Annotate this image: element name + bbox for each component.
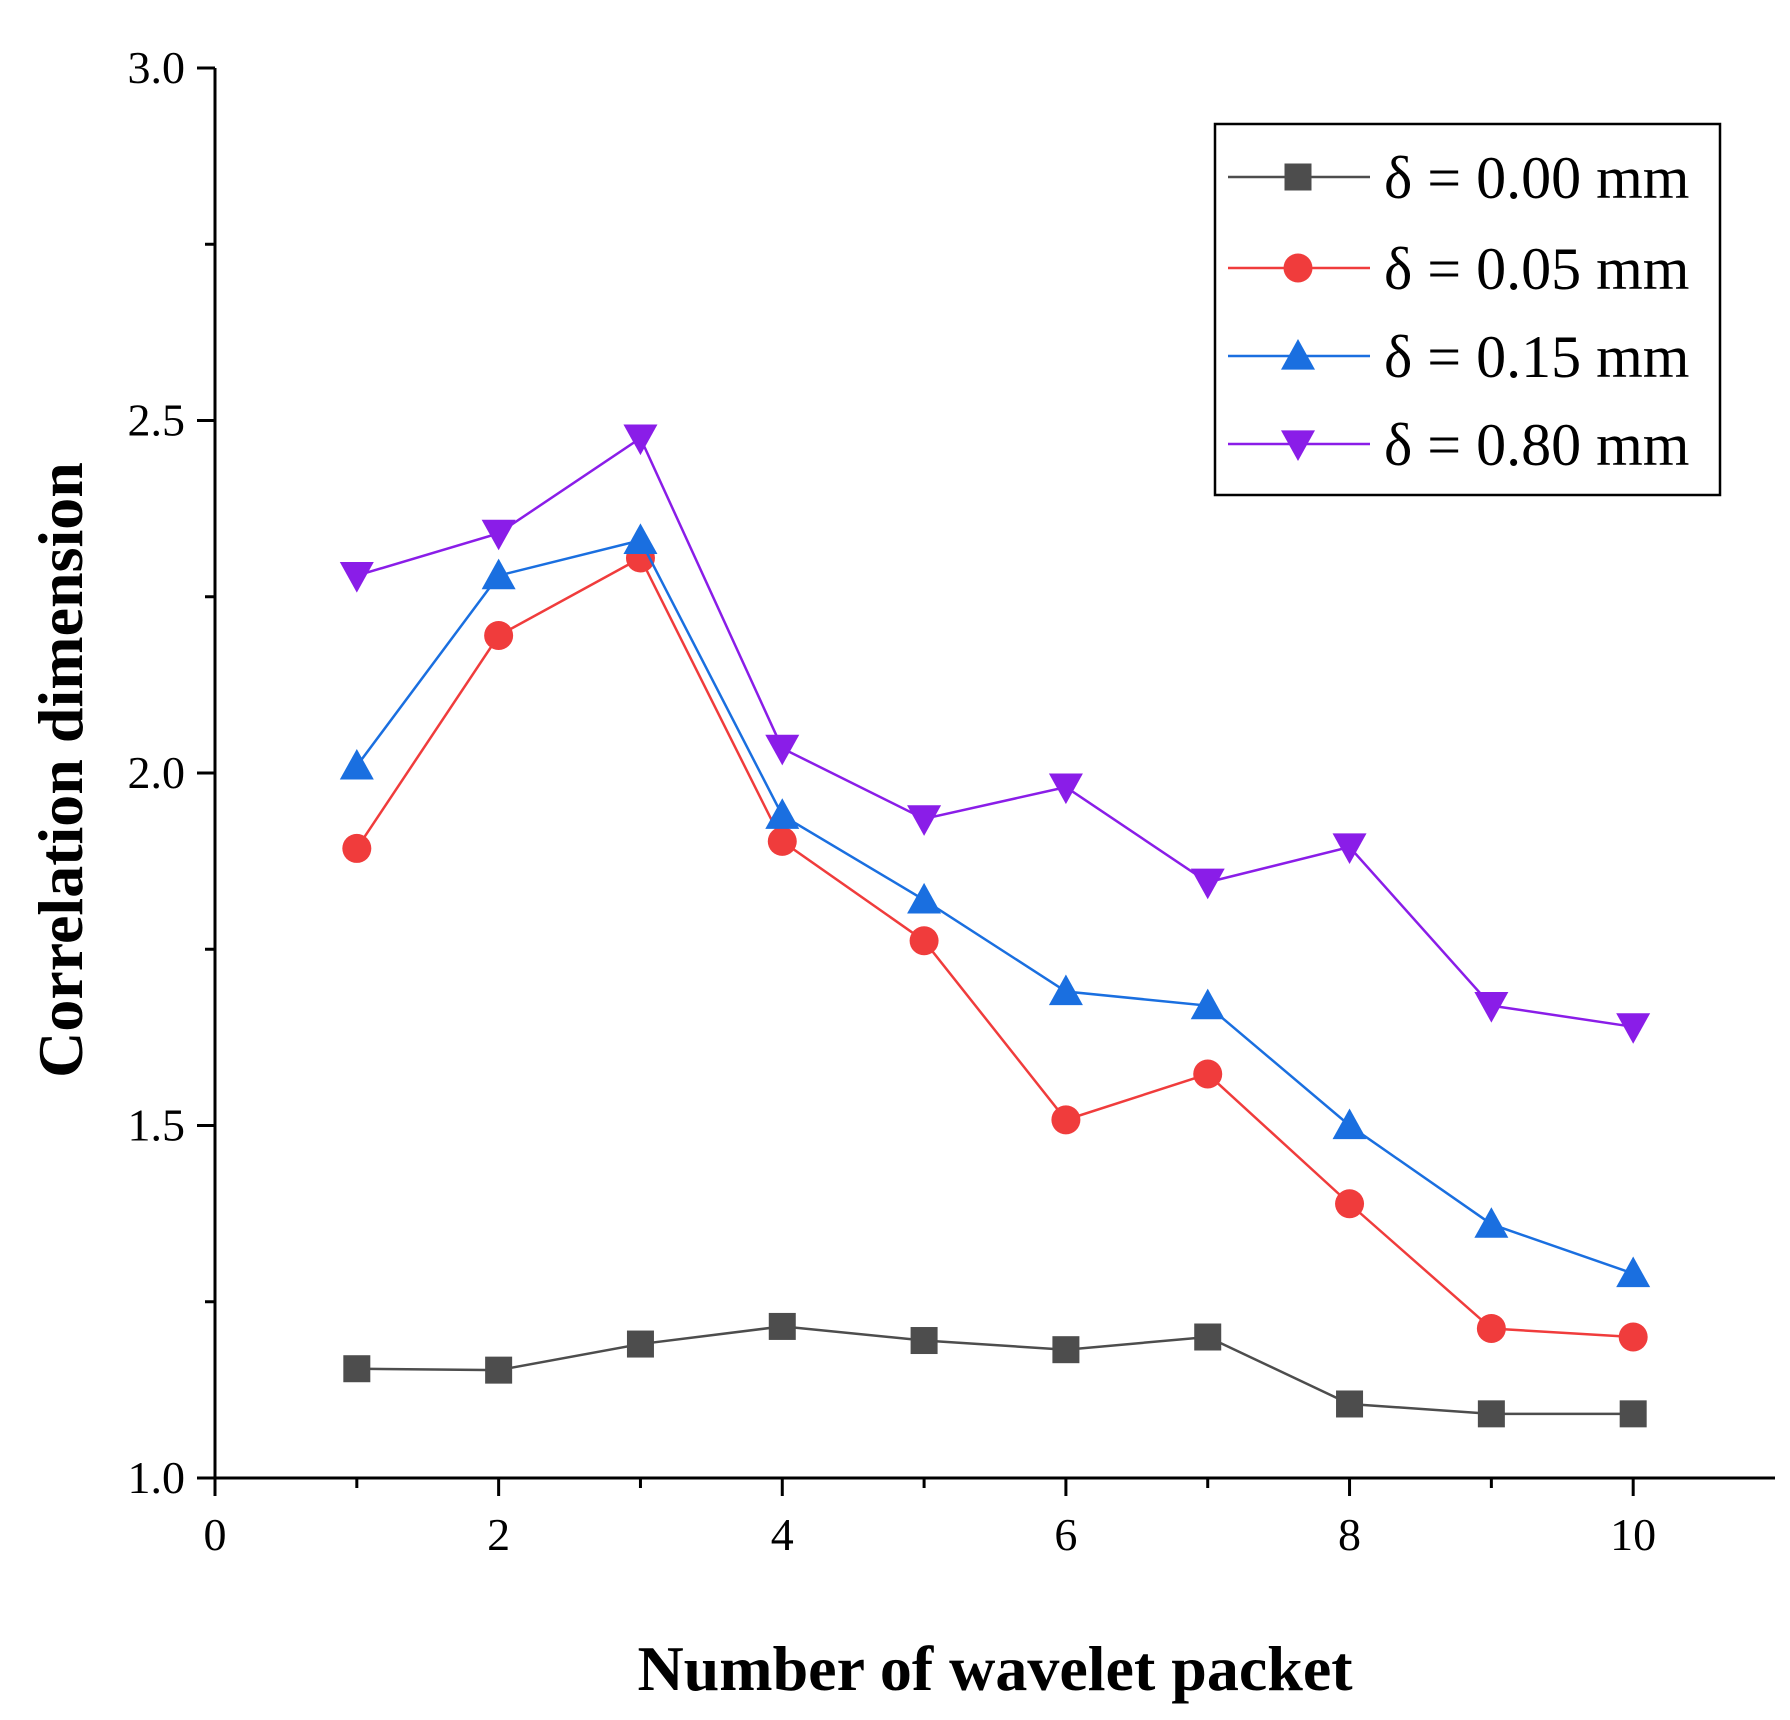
data-point-1-1 xyxy=(484,621,514,651)
data-point-0-2 xyxy=(626,1330,654,1358)
y-tick-label-3: 2.5 xyxy=(128,395,186,446)
data-point-3-6 xyxy=(1190,868,1225,900)
data-point-2-9 xyxy=(1616,1256,1651,1288)
data-point-0-1 xyxy=(485,1356,513,1384)
data-point-0-8 xyxy=(1477,1400,1505,1428)
data-point-0-5 xyxy=(1052,1336,1080,1364)
data-point-2-2 xyxy=(623,523,658,554)
legend-label-0: δ = 0.00 mm xyxy=(1384,145,1689,211)
x-axis-title: Number of wavelet packet xyxy=(637,1633,1353,1704)
y-tick-label-4: 3.0 xyxy=(128,42,186,93)
data-point-3-9 xyxy=(1616,1013,1651,1044)
series-layer xyxy=(339,424,1651,1428)
data-point-0-6 xyxy=(1194,1323,1222,1351)
legend-marker-0 xyxy=(1284,163,1312,191)
data-point-2-5 xyxy=(1048,974,1083,1006)
data-point-0-7 xyxy=(1336,1390,1364,1418)
data-point-2-8 xyxy=(1474,1207,1509,1238)
data-point-3-7 xyxy=(1332,833,1367,865)
x-tick-label-0: 0 xyxy=(204,1509,227,1560)
series-2 xyxy=(339,523,1651,1288)
data-point-0-0 xyxy=(343,1355,371,1383)
data-point-2-4 xyxy=(907,882,942,914)
y-axis-title: Correlation dimension xyxy=(25,462,96,1078)
series-0 xyxy=(343,1312,1647,1428)
data-point-2-1 xyxy=(481,558,516,590)
data-point-1-6 xyxy=(1193,1059,1223,1089)
data-point-2-3 xyxy=(765,798,800,829)
x-tick-label-3: 6 xyxy=(1054,1509,1077,1560)
data-point-3-2 xyxy=(623,424,658,456)
data-point-0-3 xyxy=(768,1312,796,1340)
legend-label-1: δ = 0.05 mm xyxy=(1384,236,1689,302)
legend: δ = 0.00 mm δ = 0.05 mm δ = 0.15 mm δ = 0.8… xyxy=(1213,122,1722,497)
data-point-2-7 xyxy=(1332,1108,1367,1140)
legend-marker-2 xyxy=(1281,339,1315,370)
y-tick-label-1: 1.5 xyxy=(128,1100,186,1151)
legend-marker-1 xyxy=(1283,253,1313,283)
y-tick-label-2: 2.0 xyxy=(128,747,186,798)
data-point-1-0 xyxy=(342,833,372,863)
data-point-3-5 xyxy=(1048,773,1083,805)
x-tick-label-4: 8 xyxy=(1338,1509,1361,1560)
data-point-3-1 xyxy=(481,519,516,551)
data-point-1-9 xyxy=(1618,1322,1648,1352)
series-line-1 xyxy=(355,556,1634,1339)
data-point-0-9 xyxy=(1619,1400,1647,1428)
data-point-3-4 xyxy=(907,805,942,836)
series-line-0 xyxy=(356,1325,1634,1416)
series-line-3 xyxy=(356,436,1634,1029)
data-point-1-8 xyxy=(1476,1314,1506,1344)
data-point-0-4 xyxy=(910,1327,938,1355)
data-point-3-8 xyxy=(1474,992,1509,1023)
legend-label-3: δ = 0.80 mm xyxy=(1384,412,1689,478)
series-3 xyxy=(339,424,1651,1044)
x-tick-label-1: 2 xyxy=(487,1509,510,1560)
data-point-1-7 xyxy=(1335,1189,1365,1219)
legend-marker-3 xyxy=(1281,430,1315,461)
x-tick-label-2: 4 xyxy=(771,1509,794,1560)
data-point-1-4 xyxy=(909,926,939,956)
data-point-1-5 xyxy=(1051,1105,1081,1135)
legend-label-2: δ = 0.15 mm xyxy=(1384,324,1689,390)
data-point-3-3 xyxy=(765,734,800,766)
data-point-1-3 xyxy=(767,826,797,856)
data-point-2-6 xyxy=(1190,988,1225,1020)
data-point-2-0 xyxy=(339,748,374,780)
axes: 1.0 1.5 2.0 2.5 3.0 0 2 4 6 8 10 xyxy=(128,42,1775,1560)
series-1 xyxy=(342,543,1648,1352)
y-tick-label-0: 1.0 xyxy=(128,1452,186,1503)
x-tick-label-5: 10 xyxy=(1610,1509,1656,1560)
series-line-2 xyxy=(355,538,1634,1275)
data-point-3-0 xyxy=(339,562,374,593)
